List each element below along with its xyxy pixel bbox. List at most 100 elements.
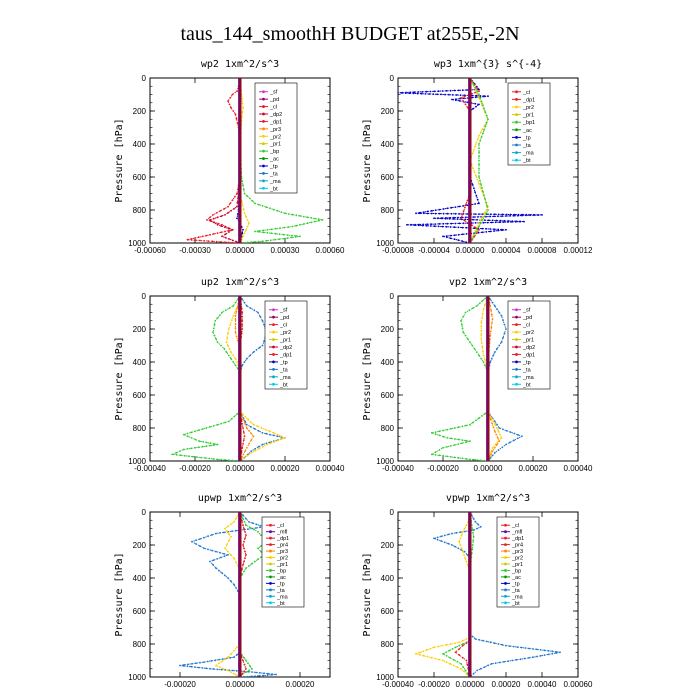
series-point-pr2 bbox=[419, 653, 421, 656]
series-point-tp bbox=[511, 221, 513, 223]
series-point-ta bbox=[186, 665, 189, 668]
series-point-dp1 bbox=[225, 351, 228, 353]
series-point-dp1 bbox=[446, 437, 449, 439]
series-point-ta bbox=[212, 563, 214, 566]
series-point-ta bbox=[472, 672, 475, 675]
legend-marker-bp bbox=[504, 569, 507, 572]
series-point-bp bbox=[251, 200, 254, 202]
series-point-pr3 bbox=[243, 232, 246, 235]
series-point-dp1 bbox=[463, 95, 466, 98]
series-point-cl bbox=[233, 195, 236, 198]
legend-label: _pr3 bbox=[511, 549, 523, 555]
y-tick-label: 600 bbox=[381, 607, 395, 616]
series-point-pr2 bbox=[230, 535, 232, 538]
series-point-tp bbox=[421, 224, 424, 227]
series-point-pr2 bbox=[473, 171, 476, 174]
series-point-pr2 bbox=[230, 554, 232, 556]
series-point-ac bbox=[478, 176, 480, 178]
legend-marker-bt bbox=[515, 382, 518, 386]
series-point-dp1 bbox=[484, 297, 487, 300]
series-point-pr1 bbox=[489, 330, 492, 333]
series-point-tp bbox=[449, 237, 452, 240]
series-point-tp bbox=[485, 215, 487, 218]
series-point-dp1 bbox=[212, 458, 215, 460]
series-point-dp1 bbox=[194, 430, 196, 433]
y-tick-label: 800 bbox=[381, 206, 395, 215]
series-point-tp bbox=[516, 437, 519, 440]
series-point-dp1 bbox=[438, 434, 441, 437]
series-point-cl bbox=[194, 239, 197, 242]
series-point-tp bbox=[498, 427, 501, 429]
y-tick-label: 1000 bbox=[128, 457, 146, 466]
series-point-ta bbox=[215, 550, 217, 553]
series-point-pr3 bbox=[244, 537, 246, 540]
series-point-ta bbox=[267, 672, 269, 675]
legend-marker-dp1 bbox=[262, 120, 265, 123]
series-point-tp bbox=[461, 226, 464, 229]
x-tick-label: 0.00004 bbox=[492, 246, 521, 255]
series-point-bp bbox=[245, 524, 247, 527]
series-point-dp1 bbox=[462, 210, 465, 213]
series-point-dp1 bbox=[464, 311, 467, 314]
series-point-dp1 bbox=[218, 314, 221, 317]
series-point-ta bbox=[231, 530, 233, 533]
series-point-dp1 bbox=[472, 421, 474, 424]
series-point-bp bbox=[269, 239, 272, 242]
series-point-dp1 bbox=[234, 301, 237, 304]
series-point-ta bbox=[205, 667, 208, 670]
series-point-pr3 bbox=[241, 519, 243, 522]
legend-label: _ac bbox=[522, 128, 532, 134]
series-point-dp1 bbox=[434, 431, 437, 433]
series-point-tp bbox=[253, 309, 256, 312]
series-point-cl bbox=[216, 232, 219, 235]
series-point-pr1 bbox=[498, 440, 501, 443]
series-point-ta bbox=[436, 536, 439, 539]
series-point-dp1 bbox=[460, 96, 462, 99]
series-point-dp2 bbox=[212, 221, 215, 224]
series-point-bp bbox=[242, 184, 244, 187]
series-point-ta bbox=[227, 577, 229, 579]
legend-marker-pr1 bbox=[272, 338, 275, 341]
series-point-pr3 bbox=[243, 527, 245, 530]
series-point-pr2 bbox=[463, 670, 465, 673]
series-point-cl bbox=[223, 207, 226, 210]
series-point-bp bbox=[243, 192, 246, 195]
y-tick-label: 400 bbox=[381, 140, 395, 149]
series-point-tp bbox=[426, 210, 429, 213]
series-point-ta bbox=[233, 583, 235, 586]
series-point-dp1 bbox=[223, 347, 226, 350]
series-point-tp bbox=[474, 222, 477, 224]
series-point-pr1 bbox=[493, 446, 496, 449]
series-point-dp1 bbox=[478, 417, 480, 419]
series-point-dp1 bbox=[457, 438, 460, 441]
legend-label: _bt bbox=[276, 601, 285, 607]
series-point-ta bbox=[440, 535, 443, 538]
x-tick-label: 0.00020 bbox=[286, 680, 315, 689]
series-point-pr1 bbox=[242, 453, 245, 456]
x-tick-label: 0.00030 bbox=[271, 246, 300, 255]
series-point-ta bbox=[214, 659, 217, 662]
series-point-tp bbox=[489, 230, 492, 233]
series-point-pr2 bbox=[496, 427, 498, 429]
y-tick-label: 800 bbox=[381, 640, 395, 649]
series-point-pr2 bbox=[230, 523, 232, 525]
series-point-dp1 bbox=[465, 441, 467, 443]
series-point-tp bbox=[458, 222, 461, 225]
series-point-pr2 bbox=[474, 145, 476, 148]
series-point-tp bbox=[476, 218, 478, 221]
series-point-bp bbox=[246, 195, 249, 197]
series-point-bp bbox=[461, 643, 464, 645]
series-point-bp bbox=[262, 231, 265, 234]
series-point-tp bbox=[515, 220, 517, 223]
series-point-tp bbox=[500, 341, 503, 344]
series-point-pr1 bbox=[491, 322, 493, 325]
series-point-pr2 bbox=[426, 655, 429, 658]
series-point-ta bbox=[242, 675, 245, 677]
series-point-tp bbox=[457, 89, 460, 92]
series-point-tp bbox=[474, 203, 476, 205]
series-point-bp bbox=[286, 234, 289, 237]
series-point-dp2 bbox=[224, 226, 226, 229]
series-point-pr2 bbox=[452, 664, 455, 667]
x-tick-label: 0.00020 bbox=[271, 464, 300, 473]
series-point-tp bbox=[493, 420, 496, 423]
